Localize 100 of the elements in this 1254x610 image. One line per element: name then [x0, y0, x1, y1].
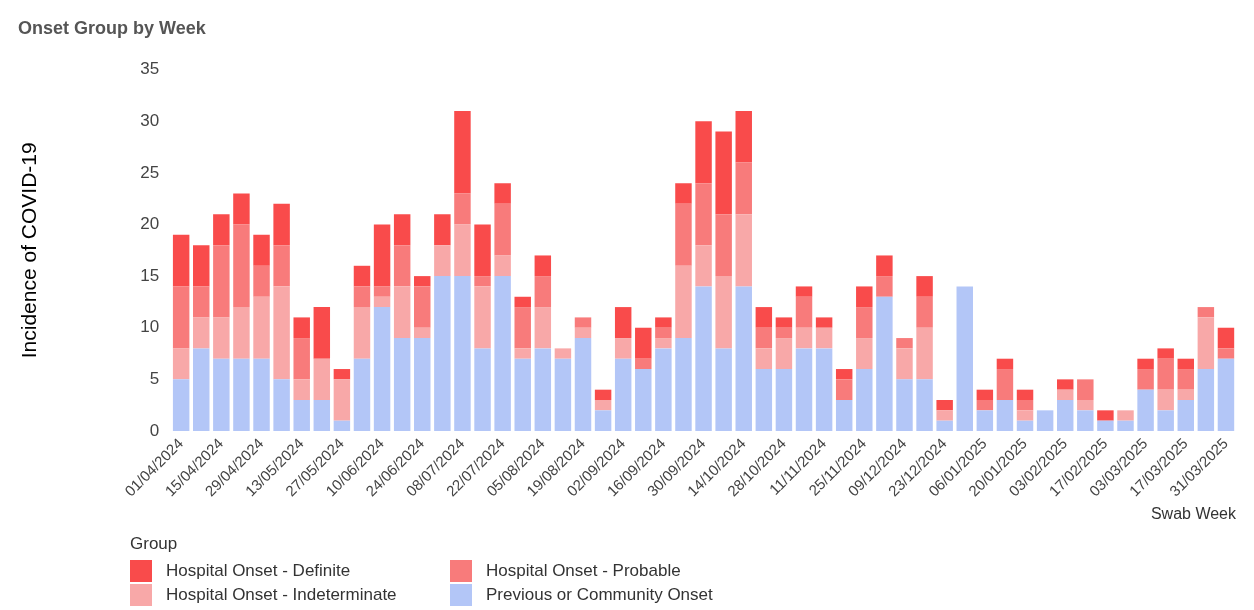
bar [253, 358, 270, 431]
bar [373, 307, 391, 431]
bar [1117, 410, 1134, 421]
y-tick-label: 30 [140, 110, 160, 130]
bar [454, 224, 471, 277]
bar [755, 307, 773, 328]
bar [454, 193, 471, 225]
bar [594, 410, 612, 431]
bar [635, 358, 652, 370]
bar [996, 400, 1014, 431]
bar [172, 286, 190, 349]
bar [172, 234, 190, 287]
bar [1077, 410, 1094, 431]
bar [916, 379, 933, 431]
y-tick-label: 25 [140, 162, 160, 182]
legend-label: Hospital Onset - Probable [486, 561, 681, 581]
bar [715, 276, 732, 349]
bar [233, 193, 250, 225]
bar [1056, 379, 1074, 390]
bar [353, 286, 371, 308]
legend-label: Previous or Community Onset [486, 585, 713, 605]
bar [233, 307, 250, 359]
bar [454, 110, 471, 194]
bar [534, 348, 552, 431]
bar [273, 379, 290, 431]
bar [795, 296, 813, 328]
bar [976, 389, 994, 401]
y-tick-label: 5 [149, 369, 160, 389]
bar [916, 276, 933, 297]
bar [916, 327, 933, 380]
bar [1197, 369, 1215, 431]
bar [273, 203, 290, 246]
bar [293, 317, 310, 339]
bar [574, 327, 592, 339]
bar [1097, 420, 1114, 431]
bar [835, 400, 853, 431]
bar [213, 214, 230, 246]
bar [1217, 327, 1235, 349]
bar [856, 338, 873, 370]
bar [775, 338, 793, 370]
bar [695, 121, 712, 184]
legend-label: Hospital Onset - Definite [166, 561, 351, 581]
chart-title: Onset Group by Week [18, 17, 207, 38]
bar [1137, 358, 1154, 370]
bar [213, 245, 230, 318]
bar [614, 358, 632, 431]
bar [594, 400, 612, 411]
bar [373, 286, 391, 297]
bar [614, 307, 632, 339]
bar [213, 317, 230, 359]
bar [474, 224, 491, 277]
bar [1056, 400, 1074, 431]
bar [896, 379, 913, 431]
bar [1016, 389, 1034, 401]
bar [172, 379, 190, 431]
bar [414, 338, 431, 431]
bar [474, 286, 491, 349]
bar [775, 317, 793, 328]
bar [715, 214, 732, 277]
bar [655, 338, 672, 349]
bar [916, 296, 933, 328]
y-tick-label: 0 [149, 420, 160, 440]
bar [856, 369, 873, 431]
bar [695, 286, 712, 431]
bar [233, 224, 250, 308]
bar [514, 348, 531, 359]
bar [454, 276, 471, 431]
bar [655, 327, 672, 339]
bar [393, 286, 411, 339]
bar [353, 265, 371, 287]
bar [554, 348, 572, 359]
bar [695, 245, 712, 287]
bar [373, 296, 391, 308]
bar [1197, 317, 1215, 370]
bar [193, 317, 210, 349]
bar [373, 224, 391, 287]
bar [293, 400, 310, 431]
bar [213, 358, 230, 431]
bar [755, 369, 773, 431]
bar [293, 379, 310, 401]
bar [414, 286, 431, 328]
bar [393, 214, 411, 246]
bar [574, 317, 592, 328]
bar [193, 286, 210, 318]
bar [715, 131, 732, 215]
bar [896, 348, 913, 380]
bar [494, 255, 511, 277]
bar [434, 214, 451, 246]
bar [1157, 410, 1174, 431]
bar [172, 348, 190, 380]
bar [1137, 369, 1154, 390]
bar [815, 348, 833, 431]
bar [1157, 348, 1174, 359]
bar [1197, 307, 1215, 318]
bar [393, 245, 411, 287]
bar [1097, 410, 1114, 421]
bar [735, 110, 752, 163]
bar [835, 369, 853, 380]
bar [956, 286, 973, 431]
bar [936, 420, 953, 431]
